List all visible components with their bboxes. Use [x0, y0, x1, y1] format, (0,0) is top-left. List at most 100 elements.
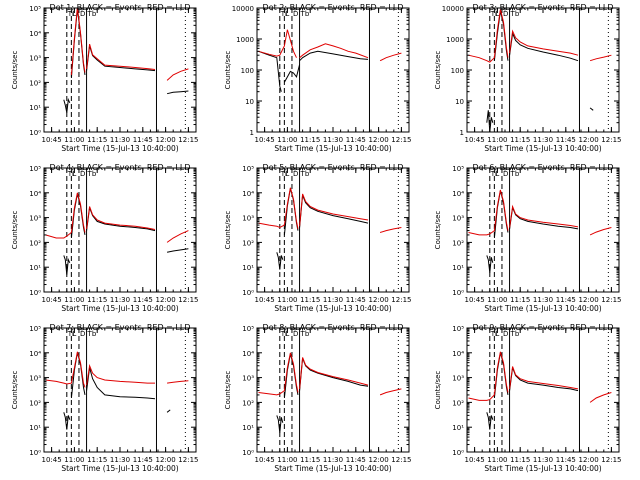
data-line-lld	[70, 8, 86, 75]
series-lld	[468, 351, 612, 403]
y-tick-label: 10⁵	[452, 165, 464, 173]
data-line-lld	[86, 363, 155, 386]
x-axis-label: Start Time (15-Jul-13 10:40:00)	[484, 464, 601, 473]
time-marker-label: Ti	[67, 330, 74, 338]
x-axis-label: Start Time (15-Jul-13 10:40:00)	[61, 464, 178, 473]
data-line-events	[509, 205, 579, 230]
data-line-lld	[589, 392, 612, 403]
data-line-lld	[45, 351, 86, 388]
time-marker-label: Tb	[510, 330, 520, 338]
data-line-events	[486, 255, 494, 273]
x-tick-label: 12:15	[601, 456, 621, 464]
panel-title: Det 7: BLACK = Events, RED = LLD	[50, 323, 191, 332]
time-marker-label: L	[72, 10, 76, 18]
y-tick-label: 10⁵	[452, 325, 464, 333]
y-axis-label: Counts/sec	[434, 51, 442, 90]
data-line-lld	[258, 187, 299, 229]
data-line-events	[276, 415, 284, 433]
time-marker-label: Ti	[67, 10, 74, 18]
x-tick-label: 10:45	[465, 456, 485, 464]
x-tick-label: 11:30	[110, 456, 130, 464]
time-marker-label: D	[503, 330, 508, 338]
x-tick-label: 12:00	[156, 456, 176, 464]
x-tick-label: 12:15	[178, 136, 198, 144]
panel-title: Det 5: BLACK = Events, RED = LLD	[263, 163, 404, 172]
data-line-lld	[258, 352, 299, 396]
series-lld	[70, 8, 189, 81]
x-tick-label: 11:45	[346, 136, 366, 144]
x-tick-label: 11:45	[133, 296, 153, 304]
x-tick-label: 12:00	[369, 296, 389, 304]
x-tick-label: 11:45	[133, 456, 153, 464]
y-tick-label: 10³	[29, 215, 41, 223]
y-tick-label: 1	[460, 129, 464, 137]
data-line-lld	[299, 357, 369, 389]
data-line-lld	[166, 68, 189, 81]
y-tick-label: 10⁴	[242, 350, 254, 358]
x-tick-label: 11:15	[510, 456, 530, 464]
time-marker-label: Ti	[490, 330, 497, 338]
time-marker-label: L	[285, 170, 289, 178]
data-line-lld	[509, 366, 579, 390]
y-tick-label: 10¹	[452, 424, 464, 432]
series-lld	[468, 189, 612, 236]
time-marker-label: Ti	[280, 330, 287, 338]
series-lld	[258, 352, 402, 396]
data-line-events	[486, 412, 494, 430]
x-tick-label: 10:45	[465, 136, 485, 144]
data-line-lld	[45, 192, 86, 239]
data-line-lld	[258, 29, 297, 58]
time-marker-label: D	[80, 10, 85, 18]
data-line-events	[63, 412, 71, 430]
y-tick-label: 10⁰	[242, 289, 254, 297]
panel-det-2: TiL D Tb 1 10 100 1000 10000 10:45 11:00 11:15 11:3…	[224, 3, 411, 153]
time-marker-label: L	[72, 170, 76, 178]
time-marker-label: L	[495, 330, 499, 338]
data-line-lld	[468, 9, 509, 63]
y-tick-label: 10⁵	[242, 325, 254, 333]
data-line-lld	[299, 43, 369, 59]
y-tick-label: 10000	[442, 5, 464, 13]
x-tick-label: 11:15	[87, 456, 107, 464]
y-tick-label: 10³	[452, 215, 464, 223]
data-line-lld	[166, 230, 189, 243]
x-tick-label: 11:45	[346, 456, 366, 464]
x-tick-label: 11:15	[300, 456, 320, 464]
data-line-events	[283, 64, 301, 83]
x-axis-label: Start Time (15-Jul-13 10:40:00)	[61, 304, 178, 313]
series-events	[486, 10, 594, 132]
y-tick-label: 10⁴	[452, 350, 464, 358]
time-marker-label: Tb	[300, 10, 310, 18]
series-events	[63, 193, 189, 275]
data-line-lld	[299, 193, 369, 227]
y-axis-label: Counts/sec	[224, 51, 232, 90]
time-marker-label: Ti	[490, 170, 497, 178]
x-tick-label: 11:45	[556, 136, 576, 144]
data-line-events	[509, 31, 579, 62]
panel-title: Det 3: BLACK = Events, RED = LLD	[473, 3, 614, 12]
y-tick-label: 10⁰	[29, 129, 41, 137]
data-line-events	[258, 50, 282, 92]
y-tick-label: 10⁴	[242, 190, 254, 198]
x-tick-label: 12:00	[369, 456, 389, 464]
data-line-lld	[379, 227, 402, 233]
time-marker-label: D	[80, 330, 85, 338]
x-tick-label: 11:15	[87, 136, 107, 144]
panel-title: Det 2: BLACK = Events, RED = LLD	[263, 3, 404, 12]
series-events	[486, 352, 579, 430]
x-tick-label: 11:45	[346, 296, 366, 304]
x-tick-label: 12:00	[369, 136, 389, 144]
x-tick-label: 11:00	[277, 136, 297, 144]
y-tick-label: 10³	[242, 375, 254, 383]
y-tick-label: 10²	[242, 399, 254, 407]
y-tick-label: 10	[245, 98, 254, 106]
y-tick-label: 10²	[452, 239, 464, 247]
panel-title: Det 6: BLACK = Events, RED = LLD	[473, 163, 614, 172]
panel-det-3: TiL D Tb 1 10 100 1000 10000 10:45 11:00 11:15 11:3…	[434, 3, 621, 153]
data-line-lld	[86, 43, 156, 70]
data-line-lld	[589, 227, 612, 236]
y-tick-label: 10⁰	[29, 449, 41, 457]
x-tick-label: 11:00	[64, 136, 84, 144]
y-tick-label: 10¹	[452, 264, 464, 272]
